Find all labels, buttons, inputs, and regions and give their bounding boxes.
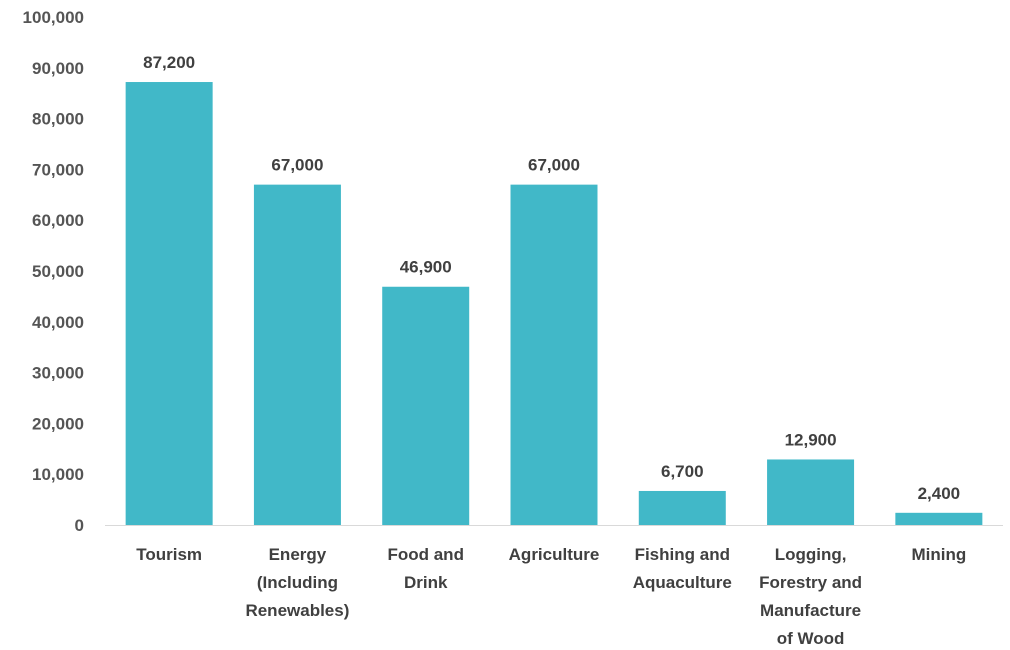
bar — [638, 490, 726, 525]
category-label: Tourism — [136, 545, 202, 564]
y-tick-label: 10,000 — [32, 465, 84, 484]
category-label: Logging, Forestry and Manufacture of Wood — [759, 545, 862, 648]
category-label: Mining — [911, 545, 966, 564]
data-label: 12,900 — [785, 430, 837, 449]
category-label: Fishing and Aquaculture — [633, 545, 732, 592]
y-tick-label: 20,000 — [32, 414, 84, 433]
y-axis-tick-labels: 0 10,000 20,000 30,000 40,000 50,000 60,000 70,… — [23, 8, 84, 535]
data-label: 46,900 — [400, 258, 452, 277]
bar — [382, 286, 470, 525]
data-label: 6,700 — [661, 462, 704, 481]
y-tick-label: 70,000 — [32, 160, 84, 179]
category-label: Agriculture — [509, 545, 600, 564]
y-tick-label: 40,000 — [32, 313, 84, 332]
bars — [125, 82, 983, 526]
data-label: 67,000 — [271, 156, 323, 175]
data-labels: 87,200 67,000 46,900 67,000 6,700 12,900 2,400 — [143, 53, 960, 503]
bar — [253, 184, 341, 525]
bar — [125, 82, 213, 526]
data-label: 87,200 — [143, 53, 195, 72]
y-tick-label: 100,000 — [23, 8, 84, 27]
data-label: 67,000 — [528, 156, 580, 175]
bar — [767, 459, 855, 525]
bar — [510, 184, 598, 525]
bar — [895, 512, 983, 525]
category-label: Energy (Including Renewables) — [245, 545, 349, 620]
y-tick-label: 60,000 — [32, 211, 84, 230]
y-tick-label: 80,000 — [32, 110, 84, 129]
y-tick-label: 0 — [75, 516, 84, 535]
y-tick-label: 90,000 — [32, 59, 84, 78]
category-labels: Tourism Energy (Including Renewables) Food a… — [136, 545, 966, 648]
data-label: 2,400 — [918, 484, 961, 503]
y-tick-label: 50,000 — [32, 262, 84, 281]
category-label: Food and Drink — [387, 545, 463, 592]
y-tick-label: 30,000 — [32, 364, 84, 383]
